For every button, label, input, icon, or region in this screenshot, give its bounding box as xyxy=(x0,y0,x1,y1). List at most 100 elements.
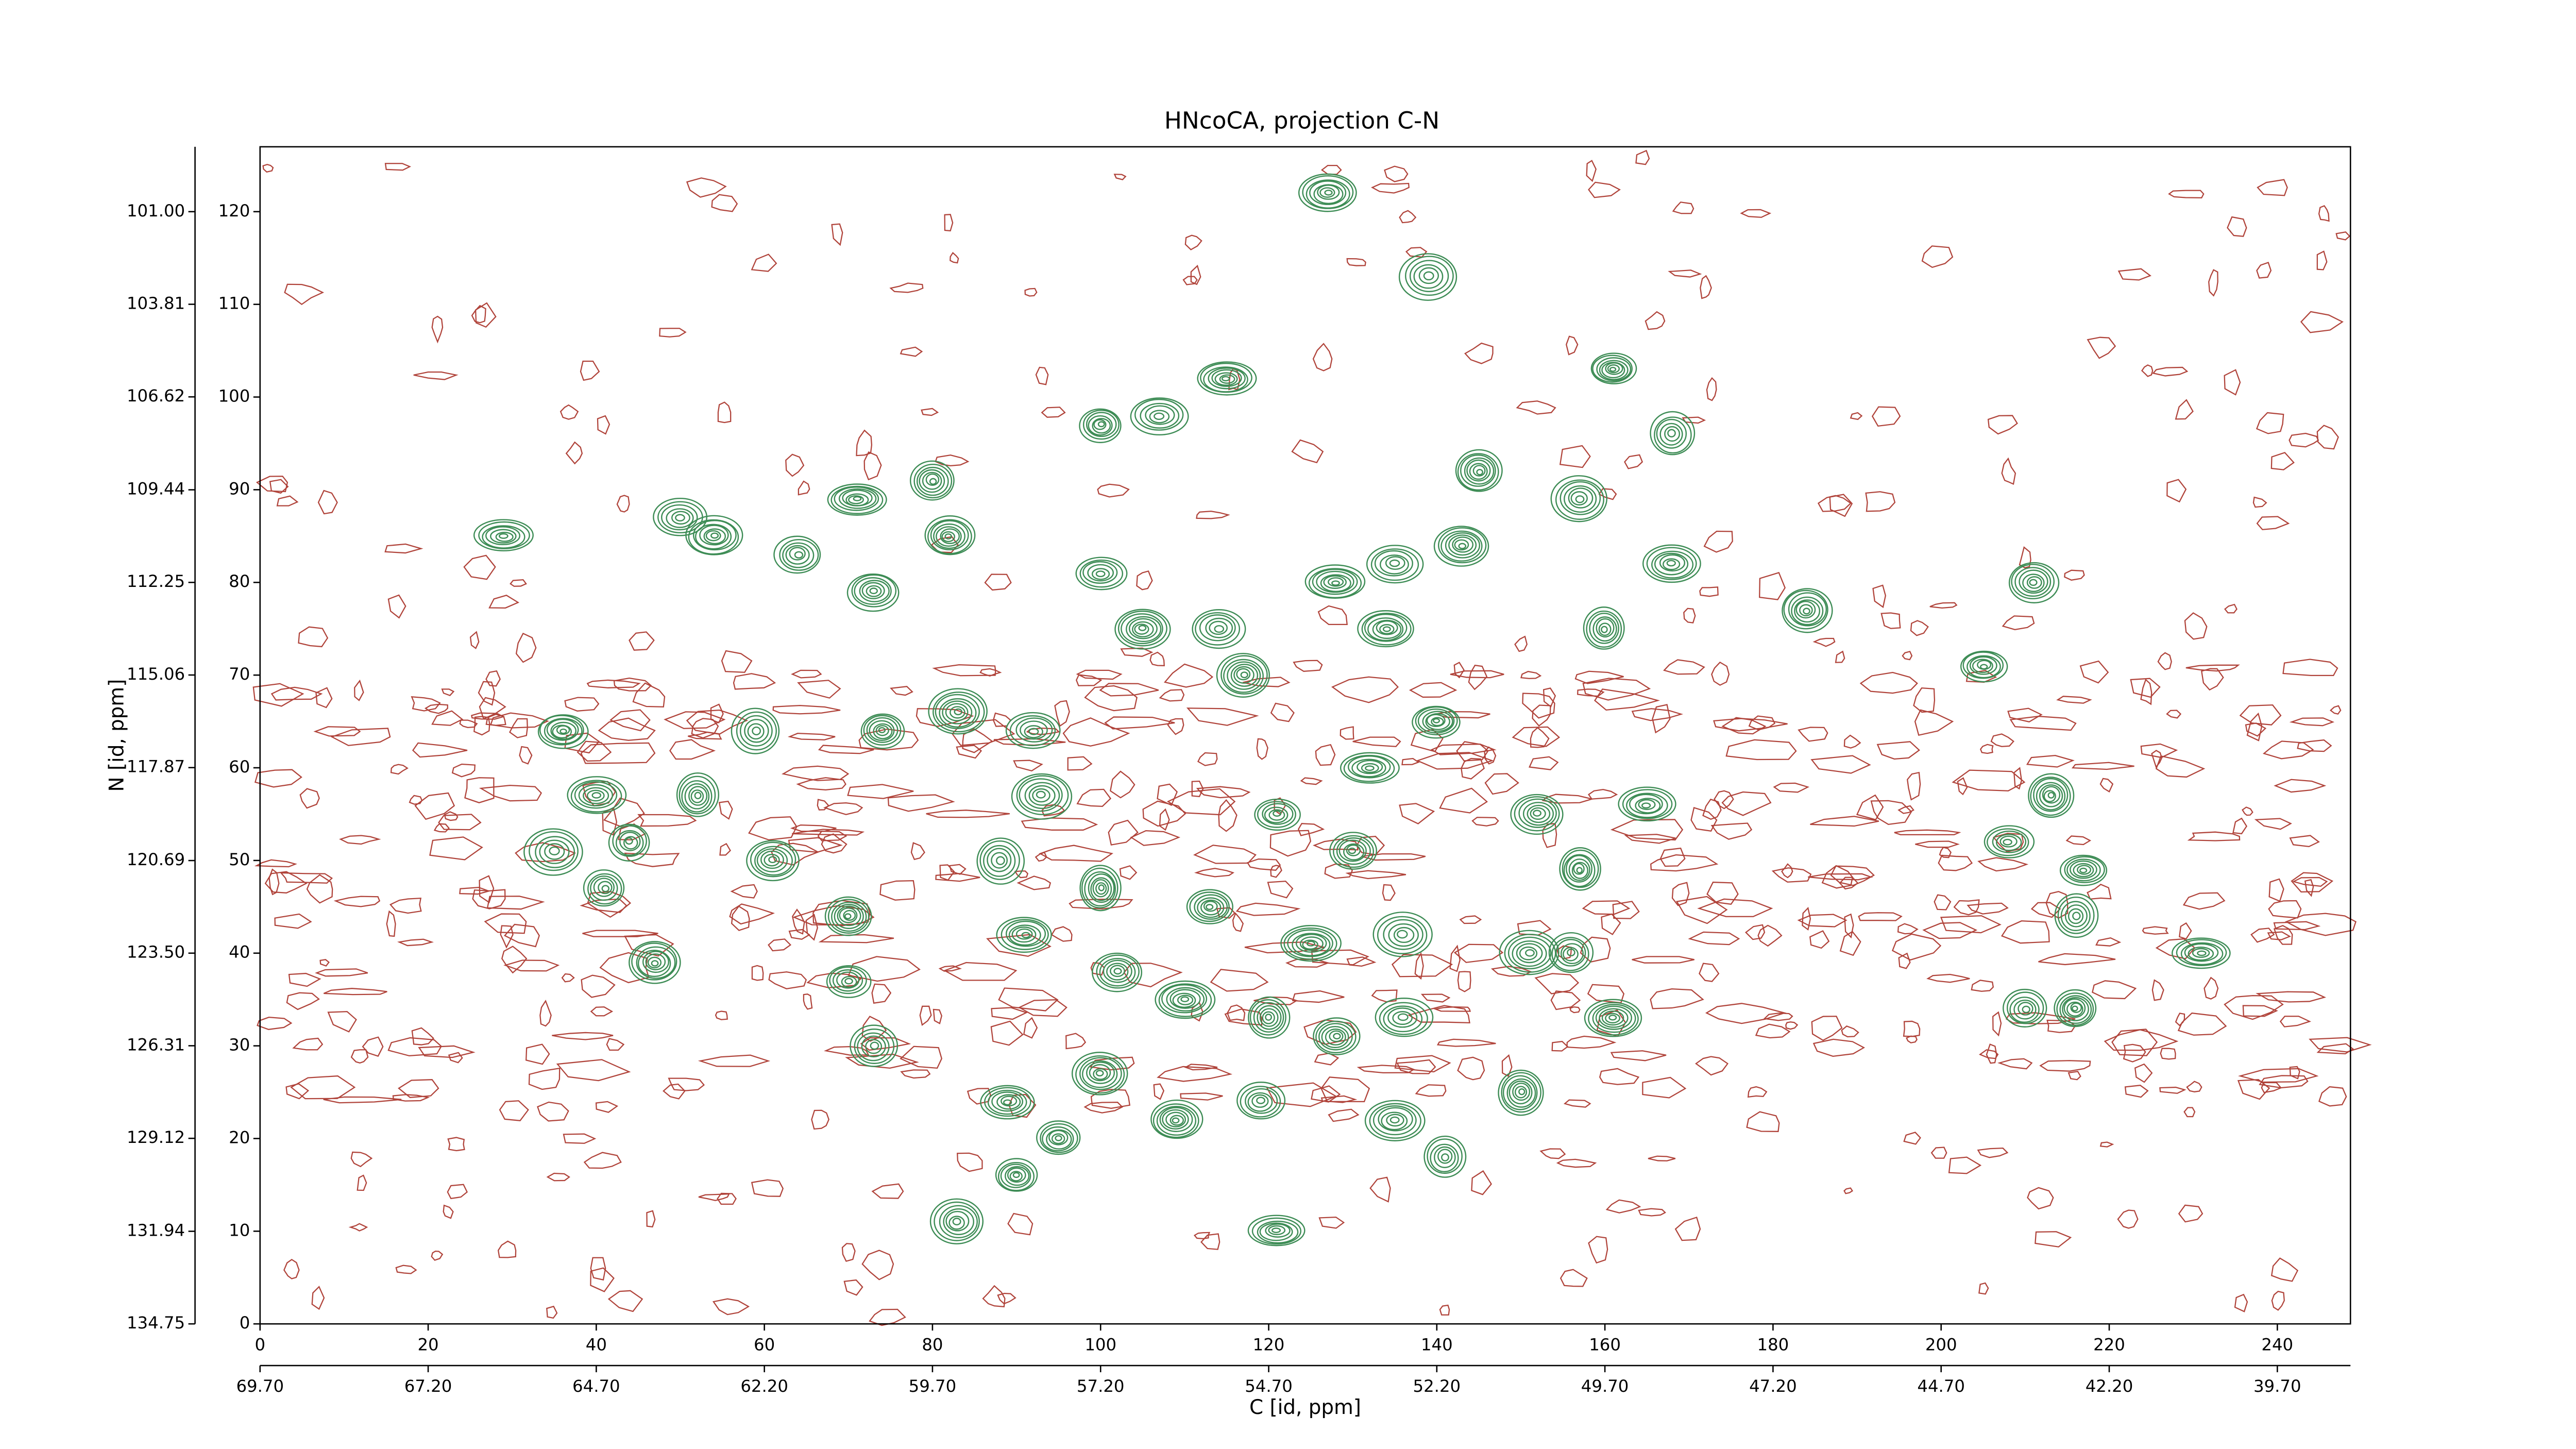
noise-contour xyxy=(264,871,308,894)
peak-contour xyxy=(827,483,887,516)
peak-contour xyxy=(1791,596,1824,626)
x-tick-label: 240 xyxy=(2261,1335,2293,1354)
peak-contour xyxy=(1656,418,1687,449)
peak-contour xyxy=(1422,711,1453,732)
peak-contour xyxy=(1381,1111,1408,1131)
noise-contour xyxy=(1747,1086,1768,1098)
peak-contour xyxy=(2054,893,2099,938)
peak-contour xyxy=(666,508,694,528)
noise-contour xyxy=(2030,902,2061,918)
peak-contour xyxy=(1454,539,1469,551)
noise-contour xyxy=(715,1010,728,1020)
noise-contour xyxy=(2140,678,2153,705)
peak-contour xyxy=(2070,1002,2082,1013)
peak-contour xyxy=(1379,624,1395,634)
peak-contour xyxy=(1584,999,1642,1037)
noise-contour xyxy=(299,788,320,809)
noise-contour xyxy=(798,480,810,496)
peak-contour xyxy=(1248,996,1291,1039)
noise-contour xyxy=(2239,704,2282,726)
noise-contour xyxy=(387,594,406,619)
peak-contour xyxy=(1205,617,1233,638)
peak-contour xyxy=(2011,564,2055,600)
noise-contour xyxy=(560,404,579,420)
peak-contour xyxy=(754,846,793,876)
noise-contour xyxy=(431,710,464,726)
noise-contour xyxy=(1672,201,1694,214)
peak-contour xyxy=(1240,671,1248,679)
peak-contour xyxy=(1383,1005,1423,1033)
peak-contour xyxy=(1592,616,1617,642)
peak-contour xyxy=(1498,1069,1544,1116)
noise-contour xyxy=(1858,912,1903,921)
peak-contour xyxy=(1642,544,1701,583)
noise-contour xyxy=(2261,1082,2282,1093)
peak-contour xyxy=(1992,830,2027,853)
peak-contour xyxy=(1430,1143,1459,1172)
peak-contour xyxy=(1003,1099,1012,1106)
peak-contour xyxy=(688,786,708,806)
peak-contour xyxy=(863,715,902,746)
noise-contour xyxy=(1191,780,1204,797)
noise-contour xyxy=(395,1265,417,1274)
noise-contour xyxy=(812,900,871,926)
noise-contour xyxy=(285,1083,310,1100)
peak-contour xyxy=(1329,1030,1344,1042)
noise-contour xyxy=(1773,782,1810,793)
y-tick-label: 0 xyxy=(240,1313,250,1333)
peak xyxy=(1079,408,1122,443)
peak xyxy=(1247,1215,1306,1246)
peak-contour xyxy=(976,837,1025,885)
peak-contour xyxy=(1564,485,1597,513)
peak-contour xyxy=(929,1198,984,1244)
noise-contour xyxy=(1601,913,1621,935)
noise-contour xyxy=(1939,847,1952,858)
noise-contour xyxy=(283,1258,300,1279)
peak-contour xyxy=(848,495,864,504)
noise-contour xyxy=(333,896,381,907)
peak-contour xyxy=(996,917,1052,953)
noise-contour xyxy=(2289,717,2335,727)
peak-contour xyxy=(834,904,864,929)
noise-contour xyxy=(1648,1155,1676,1161)
peak-contour xyxy=(1555,479,1604,520)
y2-tick-label: 123.50 xyxy=(127,942,185,962)
noise-contour xyxy=(1638,1208,1666,1217)
noise-contour xyxy=(1532,704,1551,727)
noise-contour xyxy=(1821,865,1853,889)
peak xyxy=(1216,652,1270,698)
x-tick-label: 80 xyxy=(922,1335,943,1354)
noise-contour xyxy=(1978,1049,1999,1059)
peak-contour xyxy=(1563,854,1596,887)
noise-contour xyxy=(1706,377,1717,401)
peak-contour xyxy=(1236,1082,1286,1120)
x-tick-label: 120 xyxy=(1253,1335,1285,1354)
peak-contour xyxy=(1629,794,1663,815)
peak-contour xyxy=(2042,786,2061,804)
noise-contour xyxy=(1577,688,1605,697)
noise-contour xyxy=(317,490,338,515)
peak-contour xyxy=(1365,765,1375,771)
noise-contour xyxy=(298,626,329,648)
noise-contour xyxy=(515,632,537,663)
y-tick-label: 40 xyxy=(229,942,250,962)
x-tick-label: 0 xyxy=(255,1335,265,1354)
peak-contour xyxy=(1316,570,1354,593)
peak-contour xyxy=(1110,965,1125,978)
peak-contour xyxy=(1132,621,1154,637)
noise-contour xyxy=(1520,670,1542,679)
peak-contour xyxy=(942,700,973,724)
noise-contour xyxy=(1534,973,1580,995)
noise-contour xyxy=(890,686,913,696)
peak-contour xyxy=(2059,854,2108,886)
noise-contour xyxy=(290,1075,356,1100)
peak-contour xyxy=(1348,847,1357,854)
noise-contour xyxy=(565,441,583,465)
noise-contour xyxy=(664,711,726,729)
noise-contour xyxy=(459,886,491,895)
noise-contour xyxy=(861,1016,887,1042)
noise-contour xyxy=(632,682,666,707)
noise-contour xyxy=(1880,612,1901,629)
peak xyxy=(1375,998,1434,1037)
noise-contour xyxy=(1167,718,1184,735)
